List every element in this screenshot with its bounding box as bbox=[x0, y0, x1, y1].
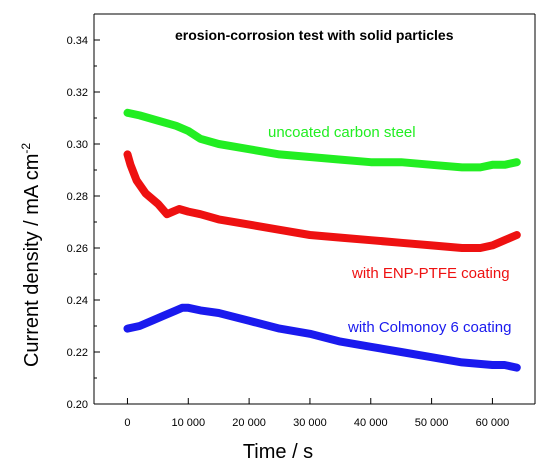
y-tick-label: 0.22 bbox=[67, 347, 88, 359]
x-tick-label: 0 bbox=[124, 417, 130, 429]
y-axis-title-main: Current density / mA cm bbox=[21, 154, 43, 367]
y-tick-label: 0.20 bbox=[67, 399, 88, 411]
x-tick-label: 30 000 bbox=[293, 417, 327, 429]
y-tick-label: 0.34 bbox=[67, 35, 88, 47]
y-axis-title-superscript: -2 bbox=[19, 143, 33, 154]
series-line-1 bbox=[123, 150, 521, 252]
x-ticks: 0 10 000 20 000 30 000 40 000 50 000 60 000 bbox=[124, 398, 509, 429]
y-tick-label: 0.28 bbox=[67, 191, 88, 203]
series-label-colmonoy: with Colmonoy 6 coating bbox=[347, 319, 511, 336]
x-tick-label: 20 000 bbox=[232, 417, 266, 429]
y-tick-label: 0.24 bbox=[67, 295, 88, 307]
series-label-uncoated: uncoated carbon steel bbox=[268, 124, 416, 141]
series-label-enp-ptfe: with ENP-PTFE coating bbox=[351, 265, 510, 282]
y-tick-label: 0.32 bbox=[67, 87, 88, 99]
chart-title: erosion-corrosion test with solid partic… bbox=[175, 27, 454, 43]
series-layer bbox=[123, 108, 521, 372]
y-tick-label: 0.30 bbox=[67, 139, 88, 151]
y-axis-title: Current density / mA cm-2 bbox=[19, 143, 43, 367]
plot-area bbox=[93, 13, 536, 405]
series-line-0 bbox=[123, 108, 521, 172]
x-tick-label: 40 000 bbox=[354, 417, 388, 429]
x-axis-title: Time / s bbox=[243, 441, 313, 463]
y-ticks: 0.20 0.22 0.24 0.26 0.28 0.30 0.32 0.34 bbox=[67, 35, 100, 411]
series-line-2 bbox=[123, 303, 521, 372]
x-tick-label: 60 000 bbox=[476, 417, 510, 429]
x-tick-label: 50 000 bbox=[415, 417, 449, 429]
x-tick-label: 10 000 bbox=[171, 417, 205, 429]
y-tick-label: 0.26 bbox=[67, 243, 88, 255]
